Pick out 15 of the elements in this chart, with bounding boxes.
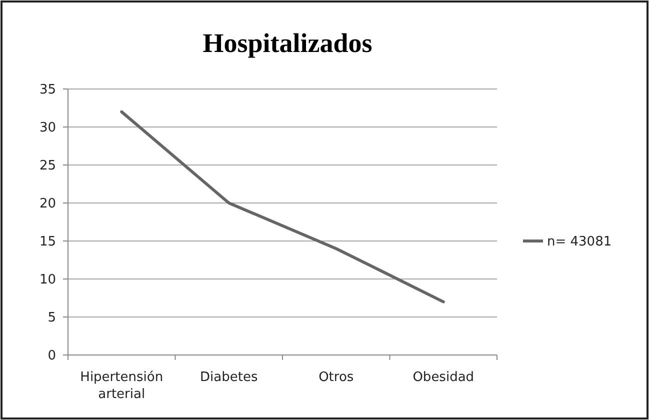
y-tick-label: 10 [39,272,56,288]
legend-label: n= 43081 [547,234,612,250]
y-tick-label: 35 [39,82,56,98]
chart-title: Hospitalizados [202,28,372,58]
x-tick-label: Diabetes [200,370,258,385]
x-tick-label: Otros [318,370,354,385]
y-tick-label: 0 [48,348,56,364]
x-tick-label: Hipertensión arterial [80,370,164,402]
y-tick-label: 30 [39,120,56,136]
y-tick-label: 20 [39,196,56,212]
y-tick-label: 25 [39,158,56,174]
y-tick-label: 5 [48,310,56,326]
x-tick-label: Obesidad [412,370,474,385]
y-tick-label: 15 [39,234,56,250]
line-series [120,110,445,304]
